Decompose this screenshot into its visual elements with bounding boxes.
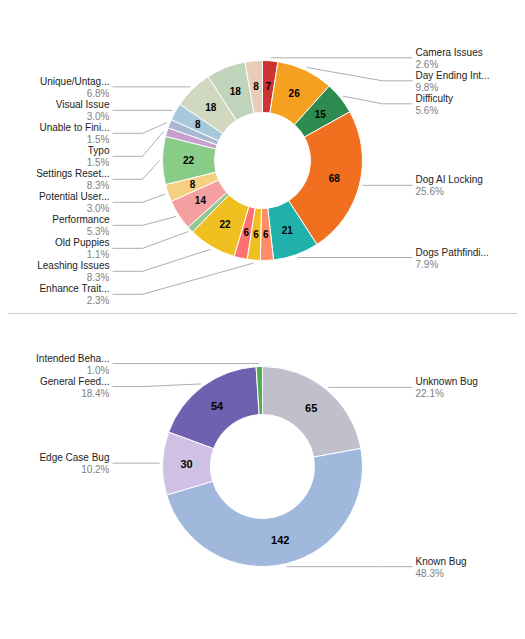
svg-text:Edge Case Bug: Edge Case Bug xyxy=(39,452,109,463)
svg-text:Typo: Typo xyxy=(88,145,110,156)
svg-text:9.8%: 9.8% xyxy=(416,82,439,93)
svg-text:8.3%: 8.3% xyxy=(87,272,110,283)
svg-text:54: 54 xyxy=(211,400,224,412)
svg-text:2.3%: 2.3% xyxy=(87,295,110,306)
svg-text:1.5%: 1.5% xyxy=(87,157,110,168)
svg-text:Visual Issue: Visual Issue xyxy=(56,99,110,110)
svg-text:8: 8 xyxy=(195,119,201,130)
svg-text:Dog AI Locking: Dog AI Locking xyxy=(416,174,483,185)
svg-text:Performance: Performance xyxy=(52,214,110,225)
svg-text:25.6%: 25.6% xyxy=(416,186,444,197)
svg-text:Difficulty: Difficulty xyxy=(416,93,454,104)
svg-text:14: 14 xyxy=(195,195,207,206)
svg-text:18: 18 xyxy=(205,102,217,113)
svg-text:3.0%: 3.0% xyxy=(87,111,110,122)
svg-text:Potential User...: Potential User... xyxy=(39,191,110,202)
svg-text:5.3%: 5.3% xyxy=(87,226,110,237)
svg-text:2.6%: 2.6% xyxy=(416,59,439,70)
svg-text:Intended Beha...: Intended Beha... xyxy=(36,353,109,364)
svg-text:Camera Issues: Camera Issues xyxy=(416,47,483,58)
svg-text:3.0%: 3.0% xyxy=(87,203,110,214)
svg-text:18.4%: 18.4% xyxy=(81,388,109,399)
svg-text:6: 6 xyxy=(253,229,259,240)
svg-text:30: 30 xyxy=(180,458,192,470)
svg-text:Dogs Pathfindi...: Dogs Pathfindi... xyxy=(416,247,489,258)
svg-text:1.5%: 1.5% xyxy=(87,134,110,145)
svg-text:65: 65 xyxy=(305,402,317,414)
svg-text:General Feed...: General Feed... xyxy=(40,376,109,387)
svg-text:15: 15 xyxy=(315,109,327,120)
svg-text:142: 142 xyxy=(271,534,289,546)
svg-text:Unable to Fini...: Unable to Fini... xyxy=(39,122,109,133)
svg-text:8.3%: 8.3% xyxy=(87,180,110,191)
svg-text:5.6%: 5.6% xyxy=(416,105,439,116)
svg-text:18: 18 xyxy=(230,86,242,97)
svg-text:8: 8 xyxy=(253,81,259,92)
svg-text:Enhance Trait...: Enhance Trait... xyxy=(39,283,109,294)
svg-text:Old Puppies: Old Puppies xyxy=(55,237,109,248)
svg-text:22: 22 xyxy=(183,155,195,166)
svg-text:22.1%: 22.1% xyxy=(416,388,444,399)
svg-text:26: 26 xyxy=(289,88,301,99)
svg-text:Leashing Issues: Leashing Issues xyxy=(37,260,109,271)
svg-text:6: 6 xyxy=(263,229,269,240)
svg-text:7: 7 xyxy=(265,81,271,92)
svg-text:48.3%: 48.3% xyxy=(416,568,444,579)
svg-text:22: 22 xyxy=(219,219,231,230)
svg-text:7.9%: 7.9% xyxy=(416,259,439,270)
svg-text:6.8%: 6.8% xyxy=(87,88,110,99)
svg-text:21: 21 xyxy=(282,225,294,236)
svg-text:Known Bug: Known Bug xyxy=(416,556,467,567)
svg-text:6: 6 xyxy=(243,227,249,238)
svg-text:10.2%: 10.2% xyxy=(81,464,109,475)
svg-text:Settings Reset...: Settings Reset... xyxy=(36,168,109,179)
svg-text:Unknown Bug: Unknown Bug xyxy=(416,376,478,387)
svg-text:Unique/Untag...: Unique/Untag... xyxy=(40,76,110,87)
svg-text:8: 8 xyxy=(190,179,196,190)
svg-text:1.1%: 1.1% xyxy=(87,249,110,260)
svg-text:68: 68 xyxy=(329,173,341,184)
svg-text:1.0%: 1.0% xyxy=(87,365,110,376)
svg-text:Day Ending Int...: Day Ending Int... xyxy=(416,70,490,81)
